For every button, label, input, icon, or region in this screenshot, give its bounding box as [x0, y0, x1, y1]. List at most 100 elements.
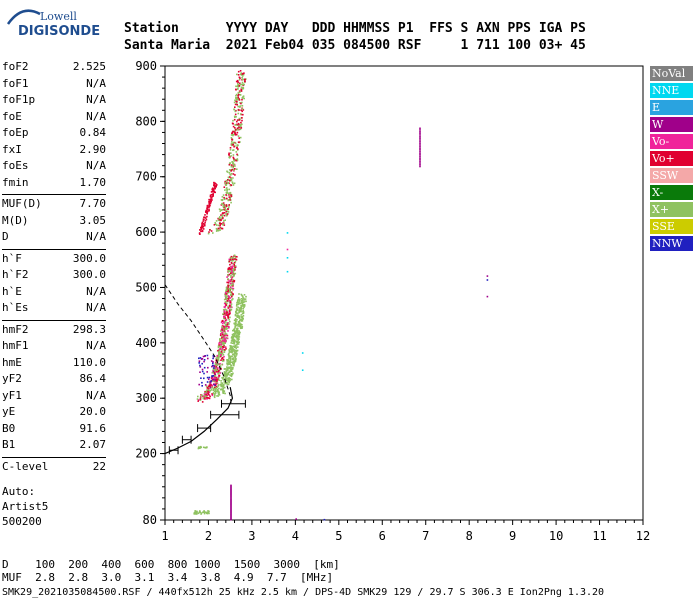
echo-dot [229, 199, 231, 201]
header-block: Station YYYY DAY DDD HHMMSS P1 FFS S AXN… [124, 20, 586, 54]
echo-dot [229, 316, 231, 319]
echo-dot [196, 510, 198, 513]
echo-dot [217, 377, 220, 379]
echo-dot [232, 283, 234, 286]
echo-dot [223, 373, 225, 376]
echo-dot [230, 349, 233, 352]
echo-dot [229, 320, 231, 323]
echo-dot [232, 162, 235, 164]
echo-dot [225, 377, 227, 379]
legend-item-ssw: SSW [650, 168, 693, 183]
echo-dot [220, 214, 222, 216]
echo-dot [232, 357, 234, 359]
echo-dot [230, 293, 233, 295]
param-value: N/A [86, 230, 106, 243]
echo-dot [230, 268, 232, 270]
echo-dot [238, 310, 240, 312]
echo-dot [286, 248, 289, 251]
echo-dot [222, 212, 224, 214]
echo-dot [232, 353, 234, 356]
echo-dot [204, 511, 206, 514]
echo-dot [216, 370, 218, 372]
ionogram-plot: 1 2 3 4 5 6 7 8 9 10 11 129008007006005004003002008… [135, 59, 650, 543]
echo-dot [212, 190, 215, 192]
echo-dot [219, 221, 221, 224]
echo-dot [226, 325, 228, 327]
echo-dot [232, 184, 235, 186]
echo-dot [211, 384, 214, 387]
echo-dot [234, 110, 237, 113]
echo-dot [226, 290, 228, 293]
echo-dot [231, 270, 233, 272]
echo-dot [203, 359, 206, 361]
echo-dot [236, 127, 239, 129]
echo-dot [232, 173, 235, 175]
echo-dot [228, 360, 230, 363]
echo-dot [230, 515, 232, 518]
echo-dot [241, 119, 243, 122]
echo-dot [220, 368, 222, 370]
echo-dot [232, 177, 234, 179]
echo-dot [200, 512, 203, 514]
echo-dot [204, 394, 206, 396]
echo-dot [202, 228, 205, 230]
echo-dot [208, 204, 211, 207]
echo-dot [212, 361, 214, 363]
echo-dot [206, 204, 209, 207]
echo-dot [214, 187, 216, 190]
echo-dot [206, 371, 208, 373]
echo-dot [201, 221, 204, 224]
y-tick-label: 900 [135, 59, 157, 73]
echo-dot [213, 224, 216, 226]
param-row: h`F2 300.0 [0, 268, 108, 285]
distance-row: D 100 200 400 600 800 1000 1500 3000 [km… [2, 558, 340, 571]
echo-dot [230, 501, 232, 503]
echo-dot [227, 199, 230, 202]
echo-dot [198, 446, 200, 449]
echo-dot [230, 266, 232, 268]
echo-dot [229, 356, 232, 359]
echo-dot [203, 360, 205, 363]
echo-dot [219, 216, 221, 218]
echo-dot [224, 305, 227, 308]
echo-dot [220, 351, 223, 353]
echo-dot [286, 270, 289, 273]
echo-dot [237, 98, 239, 101]
echo-dot [232, 270, 235, 273]
echo-dot [227, 305, 229, 308]
x-tick-label: 5 [335, 529, 342, 543]
echo-dot [224, 375, 226, 377]
echo-dot [222, 360, 225, 362]
param-value: N/A [86, 109, 106, 123]
echo-dot [225, 327, 228, 329]
echo-dot [241, 73, 244, 75]
echo-dot [230, 491, 232, 493]
echo-dot [245, 295, 247, 298]
echo-dot [208, 209, 210, 212]
echo-dot [220, 380, 222, 382]
echo-dot [229, 312, 231, 315]
echo-dot [235, 309, 238, 312]
param-value: 1.70 [79, 175, 107, 189]
echo-dot [230, 500, 232, 502]
echo-dot [236, 103, 238, 106]
echo-dot [230, 303, 233, 305]
echo-dot [233, 280, 235, 283]
echo-dot [226, 322, 229, 324]
echo-dot [220, 359, 222, 361]
echo-dot [197, 400, 199, 402]
echo-dot [241, 75, 244, 77]
echo-dot [220, 334, 222, 337]
echo-dot [239, 105, 241, 107]
echo-dot [202, 396, 205, 399]
echo-dot [229, 197, 231, 200]
echo-dot [419, 137, 421, 139]
echo-dot [232, 348, 234, 351]
echo-dot [230, 195, 233, 197]
echo-dot [219, 372, 222, 374]
param-value: 0.84 [79, 126, 107, 139]
echo-dot [230, 503, 232, 505]
echo-dot [208, 391, 210, 394]
echo-dot [223, 355, 225, 358]
echo-dot [231, 276, 233, 279]
